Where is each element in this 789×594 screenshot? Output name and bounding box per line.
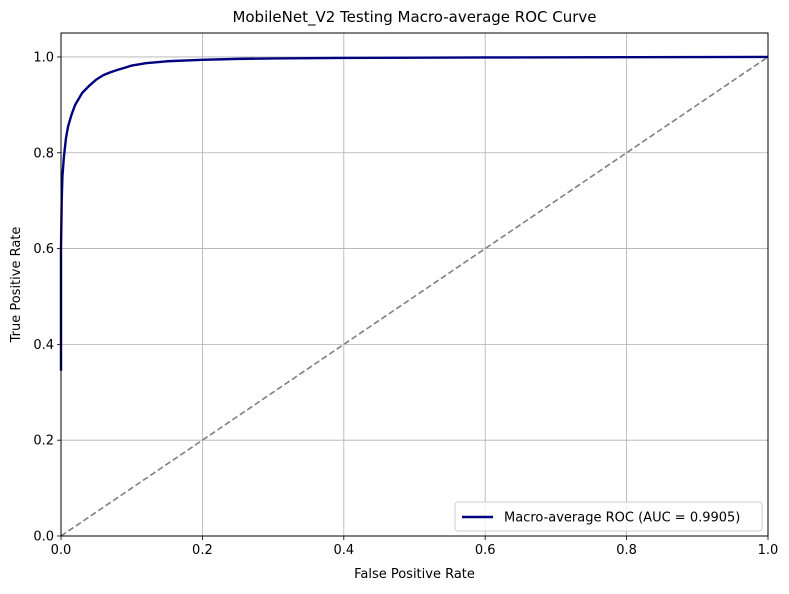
x-tick-label: 1.0 <box>758 543 779 558</box>
y-tick-label: 0.2 <box>33 434 54 449</box>
grid-lines <box>60 33 769 537</box>
chance-diagonal-line <box>60 56 769 537</box>
series-layer <box>59 55 769 537</box>
legend: Macro-average ROC (AUC = 0.9905) <box>454 501 763 532</box>
macro-roc-curve <box>59 55 769 371</box>
x-tick-label: 0.8 <box>616 543 637 558</box>
x-tick-label: 0.4 <box>333 543 354 558</box>
x-tick-label: 0.0 <box>51 543 72 558</box>
x-tick-label: 0.2 <box>192 543 213 558</box>
plot-frame <box>60 32 769 537</box>
legend-box <box>454 501 763 532</box>
x-axis-label: False Positive Rate <box>354 567 475 582</box>
y-tick-label: 1.0 <box>33 50 54 65</box>
y-tick-label: 0.4 <box>33 338 54 353</box>
y-tick-label: 0.6 <box>33 242 54 257</box>
x-tick-label: 0.6 <box>475 543 496 558</box>
legend-label-macro-roc: Macro-average ROC (AUC = 0.9905) <box>504 511 740 526</box>
y-axis-label: True Positive Rate <box>9 227 24 344</box>
y-tick-label: 0.0 <box>33 530 54 545</box>
axis-ticks: 0.0 0.2 0.4 0.6 0.8 1.0 0.0 0.2 0.4 0.6 0.8 1.0 <box>33 50 778 558</box>
y-tick-label: 0.8 <box>33 146 54 161</box>
chart-title: MobileNet_V2 Testing Macro-average ROC C… <box>232 8 596 27</box>
